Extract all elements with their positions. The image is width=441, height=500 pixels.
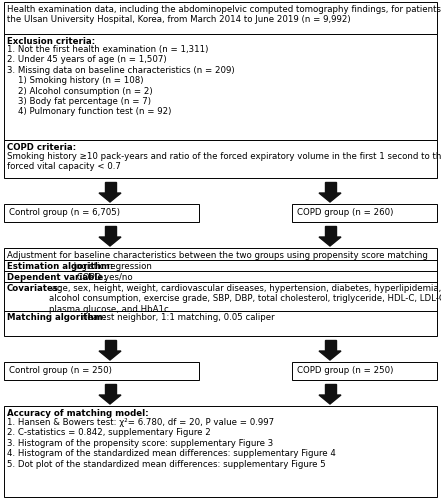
Text: COPD group (n = 260): COPD group (n = 260) [297, 208, 393, 217]
Text: nearest neighbor, 1:1 matching, 0.05 caliper: nearest neighbor, 1:1 matching, 0.05 cal… [79, 313, 275, 322]
Text: age, sex, height, weight, cardiovascular diseases, hypertension, diabetes, hyper: age, sex, height, weight, cardiovascular… [49, 284, 441, 314]
Text: Accuracy of matching model:: Accuracy of matching model: [7, 409, 149, 418]
Polygon shape [99, 237, 121, 246]
Bar [4, 406, 437, 497]
Polygon shape [319, 351, 341, 360]
Bar [4, 362, 199, 380]
Text: Smoking history ≥10 pack-years and ratio of the forced expiratory volume in the : Smoking history ≥10 pack-years and ratio… [7, 152, 441, 172]
Text: 1. Not the first health examination (n = 1,311)
2. Under 45 years of age (n = 1,: 1. Not the first health examination (n =… [7, 45, 235, 117]
Bar [292, 362, 437, 380]
Bar [105, 226, 116, 237]
Bar [105, 182, 116, 193]
Text: Dependent variable:: Dependent variable: [7, 273, 107, 282]
Text: logistic regression: logistic regression [71, 262, 152, 271]
Bar [325, 182, 336, 193]
Text: COPD group (n = 250): COPD group (n = 250) [297, 366, 393, 375]
Text: Estimation algorithm:: Estimation algorithm: [7, 262, 113, 271]
Bar [4, 2, 437, 34]
Bar [105, 384, 116, 395]
Bar [292, 204, 437, 222]
Text: COPD criteria:: COPD criteria: [7, 143, 76, 152]
Text: 1. Hansen & Bowers test: χ²= 6.780, df = 20, P value = 0.997
2. C-statistics = 0: 1. Hansen & Bowers test: χ²= 6.780, df =… [7, 418, 336, 469]
Bar [4, 248, 437, 336]
Polygon shape [99, 351, 121, 360]
Bar [4, 34, 437, 140]
Text: Health examination data, including the abdominopelvic computed tomography findin: Health examination data, including the a… [7, 5, 441, 24]
Bar [325, 384, 336, 395]
Bar [4, 204, 199, 222]
Text: Control group (n = 250): Control group (n = 250) [9, 366, 112, 375]
Polygon shape [319, 193, 341, 202]
Text: COPD yes/no: COPD yes/no [74, 273, 133, 282]
Text: Exclusion criteria:: Exclusion criteria: [7, 37, 95, 46]
Text: Control group (n = 6,705): Control group (n = 6,705) [9, 208, 120, 217]
Polygon shape [319, 237, 341, 246]
Text: Covariates:: Covariates: [7, 284, 63, 293]
Polygon shape [99, 193, 121, 202]
Bar [4, 140, 437, 178]
Bar [325, 340, 336, 351]
Bar [325, 226, 336, 237]
Text: Matching algorithm:: Matching algorithm: [7, 313, 106, 322]
Text: Adjustment for baseline characteristics between the two groups using propensity : Adjustment for baseline characteristics … [7, 251, 428, 260]
Polygon shape [319, 395, 341, 404]
Bar [105, 340, 116, 351]
Polygon shape [99, 395, 121, 404]
